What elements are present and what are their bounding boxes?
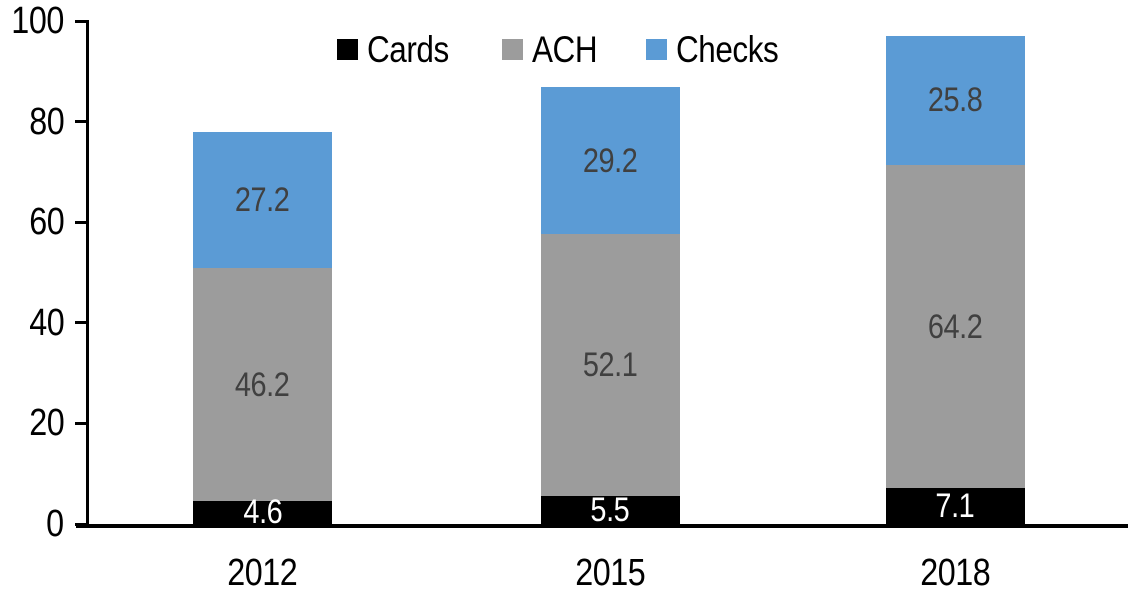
legend-label: Checks bbox=[676, 31, 796, 68]
legend-label: ACH bbox=[532, 31, 609, 68]
legend-label: Cards bbox=[367, 31, 463, 68]
y-axis-tick bbox=[75, 19, 89, 23]
y-axis-tick bbox=[75, 220, 89, 224]
bar-segment-value-label: 27.2 bbox=[193, 183, 332, 217]
bar-segment-value-label: 29.2 bbox=[541, 144, 680, 178]
legend-marker-checks-icon bbox=[646, 38, 668, 60]
y-axis-tick bbox=[75, 120, 89, 124]
bar-segment-ach-2015: 52.1 bbox=[540, 234, 680, 497]
x-axis-category-label-2015: 2015 bbox=[520, 551, 700, 595]
bar-segment-ach-2012: 46.2 bbox=[193, 268, 332, 501]
x-axis-category-text: 2012 bbox=[227, 552, 298, 594]
bar-segment-cards-2012: 4.6 bbox=[193, 495, 332, 529]
bar-segment-value-label: 46.2 bbox=[193, 368, 332, 402]
y-axis-tick-label: 80 bbox=[0, 100, 65, 144]
x-axis-category-label-2012: 2012 bbox=[173, 551, 353, 595]
y-axis-tick bbox=[75, 321, 89, 325]
bar-segment-value-text: 25.8 bbox=[927, 81, 983, 120]
bar-segment-value-label: 25.8 bbox=[886, 83, 1025, 117]
y-axis-tick-label: 60 bbox=[0, 200, 65, 244]
legend-item-checks: Checks bbox=[646, 31, 796, 68]
y-axis-tick-label: 20 bbox=[0, 401, 65, 445]
x-axis-category-label-2018: 2018 bbox=[865, 551, 1045, 595]
bar-segment-ach-2018: 64.2 bbox=[885, 165, 1025, 489]
x-axis-category-text: 2015 bbox=[574, 552, 646, 594]
y-axis-line bbox=[86, 21, 89, 524]
bar-segment-value-label: 7.1 bbox=[886, 489, 1025, 523]
legend-item-cards: Cards bbox=[337, 31, 463, 68]
bar-segment-cards-2015: 5.5 bbox=[540, 493, 680, 527]
bar-segment-value-text: 29.2 bbox=[582, 141, 638, 180]
y-axis-tick-label: 0 bbox=[0, 502, 64, 546]
legend-label-text: Checks bbox=[676, 28, 779, 70]
bar-segment-cards-2018: 7.1 bbox=[885, 488, 1025, 524]
y-axis-tick-label-text: 0 bbox=[46, 503, 64, 545]
bar-segment-value-text: 46.2 bbox=[235, 365, 290, 404]
bar-segment-value-text: 52.1 bbox=[582, 346, 638, 385]
y-axis-tick bbox=[75, 421, 89, 425]
x-axis-line bbox=[76, 524, 1128, 528]
y-axis-tick-label-text: 100 bbox=[11, 0, 64, 42]
bar-segment-value-text: 64.2 bbox=[927, 307, 983, 346]
legend-label-text: ACH bbox=[531, 28, 598, 70]
bar-segment-value-text: 5.5 bbox=[590, 491, 630, 530]
stacked-bar-2012: 27.2 46.2 4.6 bbox=[193, 131, 332, 529]
legend-item-ach: ACH bbox=[501, 31, 609, 68]
y-axis-tick-label-text: 40 bbox=[28, 301, 65, 344]
bar-segment-value-text: 7.1 bbox=[935, 487, 975, 526]
y-axis-tick-label-text: 60 bbox=[28, 201, 65, 244]
stacked-bar-2015: 29.2 52.1 5.5 bbox=[540, 87, 680, 527]
y-axis-tick-label: 100 bbox=[0, 0, 64, 43]
y-axis-tick-label-text: 20 bbox=[28, 402, 65, 445]
bar-segment-value-text: 27.2 bbox=[235, 181, 290, 220]
bar-segment-value-label: 52.1 bbox=[541, 348, 680, 382]
legend-label-text: Cards bbox=[367, 28, 450, 70]
x-axis-category-text: 2018 bbox=[919, 552, 991, 594]
legend-marker-cards-icon bbox=[337, 38, 359, 60]
y-axis-tick-label: 40 bbox=[0, 301, 65, 345]
y-axis-tick-label-text: 80 bbox=[28, 100, 65, 143]
bar-segment-checks-2012: 27.2 bbox=[193, 131, 332, 269]
bar-segment-value-label: 64.2 bbox=[886, 310, 1025, 344]
bar-segment-checks-2015: 29.2 bbox=[540, 87, 680, 235]
chart-legend: Cards ACH Checks bbox=[0, 26, 1134, 72]
legend-marker-ach-icon bbox=[501, 38, 523, 60]
bar-segment-value-label: 5.5 bbox=[541, 493, 680, 527]
stacked-bar-2018: 25.8 64.2 7.1 bbox=[885, 35, 1025, 524]
